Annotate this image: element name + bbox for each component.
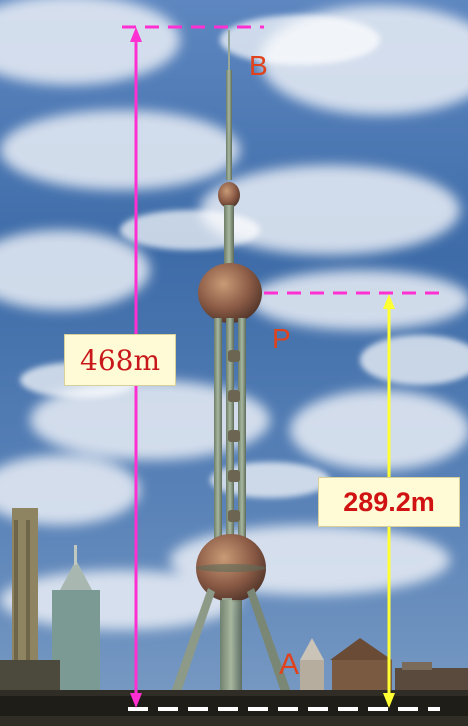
arrow-down-icon [130,693,142,708]
arrow-up-icon [130,27,142,42]
point-b-label: B [249,50,268,81]
total-height-label: 468m [64,334,176,386]
arrow-up-icon [383,294,395,309]
point-a-label: A [279,648,300,681]
arrow-down-icon [383,693,395,708]
tower [170,30,292,695]
p-height-label: 289.2m [318,477,460,527]
left-buildings [0,508,100,700]
point-p-label: P [272,323,291,354]
